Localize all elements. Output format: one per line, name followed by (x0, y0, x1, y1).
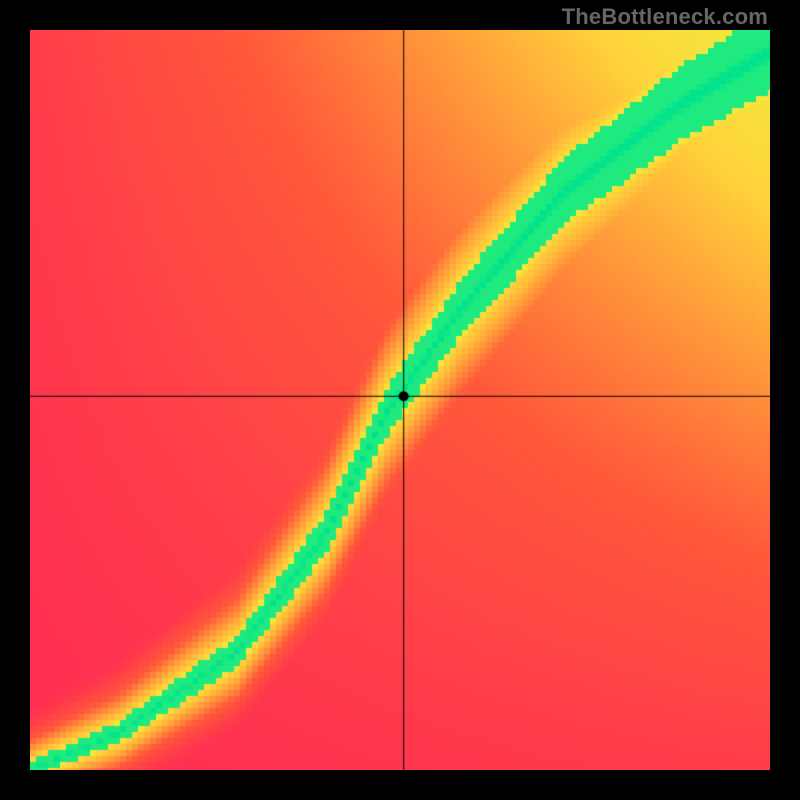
watermark-text: TheBottleneck.com (562, 4, 768, 30)
chart-frame: TheBottleneck.com (0, 0, 800, 800)
crosshair-overlay (0, 0, 800, 800)
